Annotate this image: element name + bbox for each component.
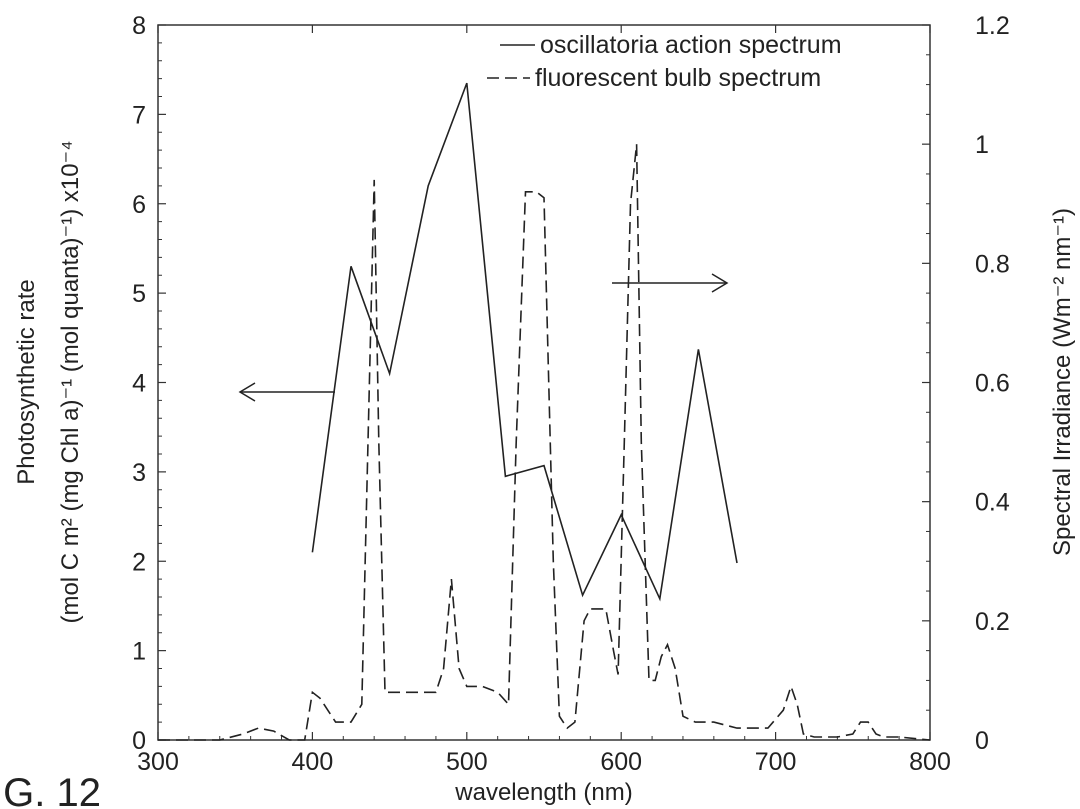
y-left-tick-label: 0 (132, 727, 146, 755)
y-left-axis-ticks: 0 1 2 3 4 5 6 7 8 (132, 12, 166, 755)
y-right-tick-label: 0.6 (975, 370, 1010, 398)
y-left-tick-label: 2 (132, 548, 146, 576)
y-right-tick-label: 1.2 (975, 12, 1010, 40)
y-left-tick-label: 3 (132, 459, 146, 487)
fluorescent-bulb-spectrum-line (158, 144, 931, 741)
y-left-axis-title-line-2: (mol C m² (mg Chl a)⁻¹ (mol quanta)⁻¹) x… (57, 140, 84, 623)
legend: oscillatoria action spectrum fluorescent… (487, 31, 842, 92)
y-left-tick-label: 5 (132, 280, 146, 308)
legend-label-series-1: oscillatoria action spectrum (540, 31, 842, 59)
x-axis-title: wavelength (nm) (454, 779, 632, 806)
y-left-axis-title-line-1: Photosynthetic rate (13, 279, 40, 484)
y-left-tick-label: 6 (132, 191, 146, 219)
y-right-tick-label: 0.4 (975, 489, 1010, 517)
y-right-tick-label: 0.8 (975, 250, 1010, 278)
figure-label: IG. 12 (0, 771, 101, 809)
y-right-axis-title: Spectral Irradiance (Wm⁻² nm⁻¹) (1049, 208, 1076, 556)
oscillatoria-action-spectrum-line (311, 82, 738, 602)
left-arrow-annotation (238, 382, 335, 402)
legend-label-series-2: fluorescent bulb spectrum (535, 64, 821, 92)
x-tick-label: 600 (600, 748, 642, 776)
y-right-tick-label: 1 (975, 131, 989, 159)
x-tick-label: 500 (446, 748, 488, 776)
series-layer (158, 82, 931, 741)
y-right-tick-label: 0.2 (975, 608, 1010, 636)
x-tick-label: 700 (755, 748, 797, 776)
x-axis-ticks: 300 400 500 600 700 800 (137, 25, 951, 776)
y-left-tick-label: 7 (132, 101, 146, 129)
x-tick-label: 400 (292, 748, 334, 776)
y-left-tick-label: 8 (132, 12, 146, 40)
y-left-tick-label: 4 (132, 370, 146, 398)
y-left-tick-label: 1 (132, 638, 146, 666)
right-arrow-annotation (612, 273, 729, 293)
x-tick-label: 800 (909, 748, 951, 776)
x-tick-label: 300 (137, 748, 179, 776)
y-right-axis-ticks: 0 0.2 0.4 0.6 0.8 1 1.2 (922, 12, 1010, 755)
plot-frame (157, 24, 931, 741)
y-right-tick-label: 0 (975, 727, 989, 755)
